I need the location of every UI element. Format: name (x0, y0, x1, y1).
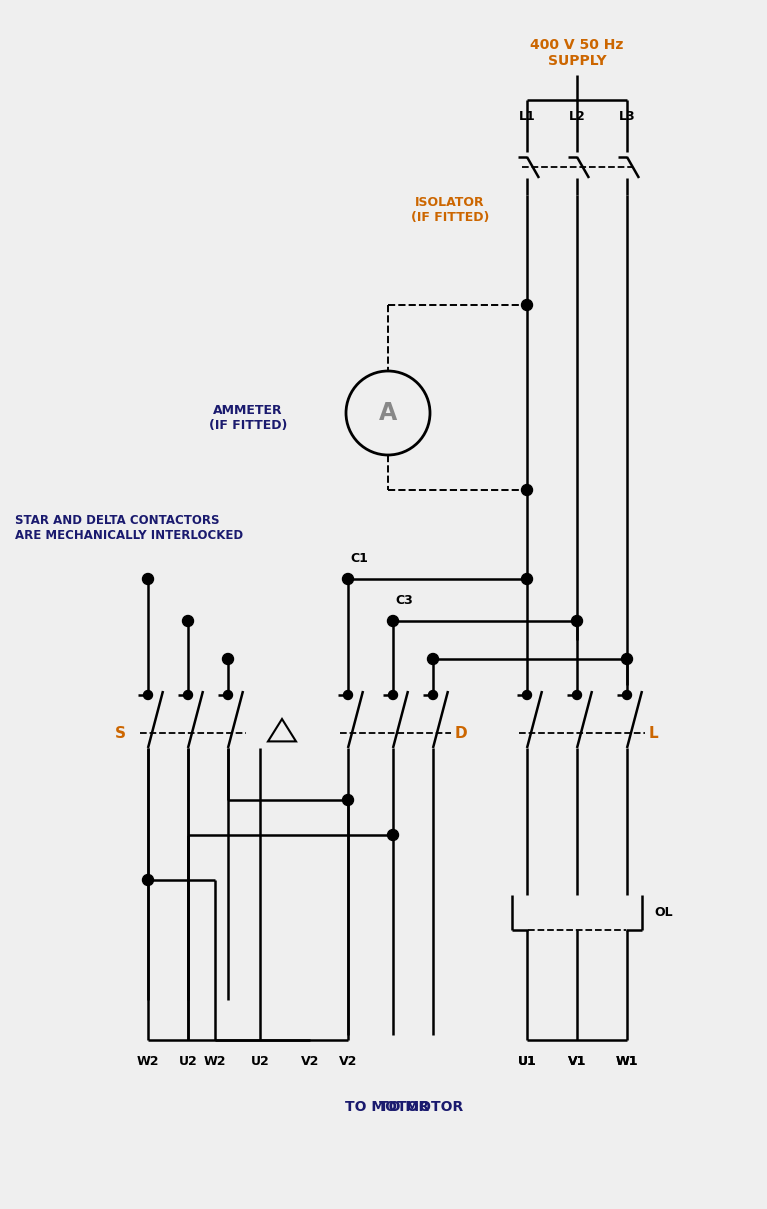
Text: AMMETER
(IF FITTED): AMMETER (IF FITTED) (209, 404, 287, 432)
Circle shape (387, 615, 399, 626)
Text: ISOLATOR
(IF FITTED): ISOLATOR (IF FITTED) (411, 196, 489, 224)
Text: D: D (455, 725, 468, 740)
Circle shape (183, 690, 193, 700)
Text: V2: V2 (339, 1055, 357, 1068)
Text: L2: L2 (568, 110, 585, 123)
Text: V2: V2 (301, 1055, 319, 1068)
Circle shape (427, 654, 439, 665)
Text: C1: C1 (350, 553, 368, 565)
Circle shape (143, 874, 153, 885)
Circle shape (344, 690, 353, 700)
Circle shape (343, 794, 354, 805)
Circle shape (387, 829, 399, 840)
Circle shape (143, 690, 153, 700)
Text: L1: L1 (518, 110, 535, 123)
Circle shape (571, 615, 582, 626)
Text: 400 V 50 Hz
SUPPLY: 400 V 50 Hz SUPPLY (530, 37, 624, 68)
Text: OL: OL (654, 906, 673, 919)
Text: V1: V1 (568, 1055, 586, 1068)
Text: W2: W2 (204, 1055, 226, 1068)
Text: U2: U2 (251, 1055, 269, 1068)
Circle shape (429, 690, 437, 700)
Text: C3: C3 (395, 594, 413, 607)
Text: STAR AND DELTA CONTACTORS
ARE MECHANICALLY INTERLOCKED: STAR AND DELTA CONTACTORS ARE MECHANICAL… (15, 514, 243, 542)
Text: W2: W2 (137, 1055, 160, 1068)
Circle shape (522, 300, 532, 311)
Text: L: L (649, 725, 659, 740)
Circle shape (389, 690, 397, 700)
Circle shape (143, 573, 153, 584)
Text: L3: L3 (619, 110, 635, 123)
Circle shape (223, 690, 232, 700)
Circle shape (183, 615, 193, 626)
Text: U1: U1 (518, 1055, 536, 1068)
Circle shape (623, 690, 631, 700)
Text: U2: U2 (179, 1055, 197, 1068)
Circle shape (522, 485, 532, 496)
Circle shape (572, 690, 581, 700)
Circle shape (222, 654, 233, 665)
Text: V1: V1 (568, 1055, 586, 1068)
Circle shape (522, 573, 532, 584)
Text: TO MOTOR: TO MOTOR (345, 1100, 429, 1113)
Text: A: A (379, 401, 397, 426)
Text: TO MOTOR: TO MOTOR (379, 1100, 463, 1113)
Text: S: S (115, 725, 126, 740)
Circle shape (522, 690, 532, 700)
Text: W1: W1 (616, 1055, 638, 1068)
Text: W1: W1 (616, 1055, 638, 1068)
Circle shape (621, 654, 633, 665)
Text: U1: U1 (518, 1055, 536, 1068)
Circle shape (343, 573, 354, 584)
